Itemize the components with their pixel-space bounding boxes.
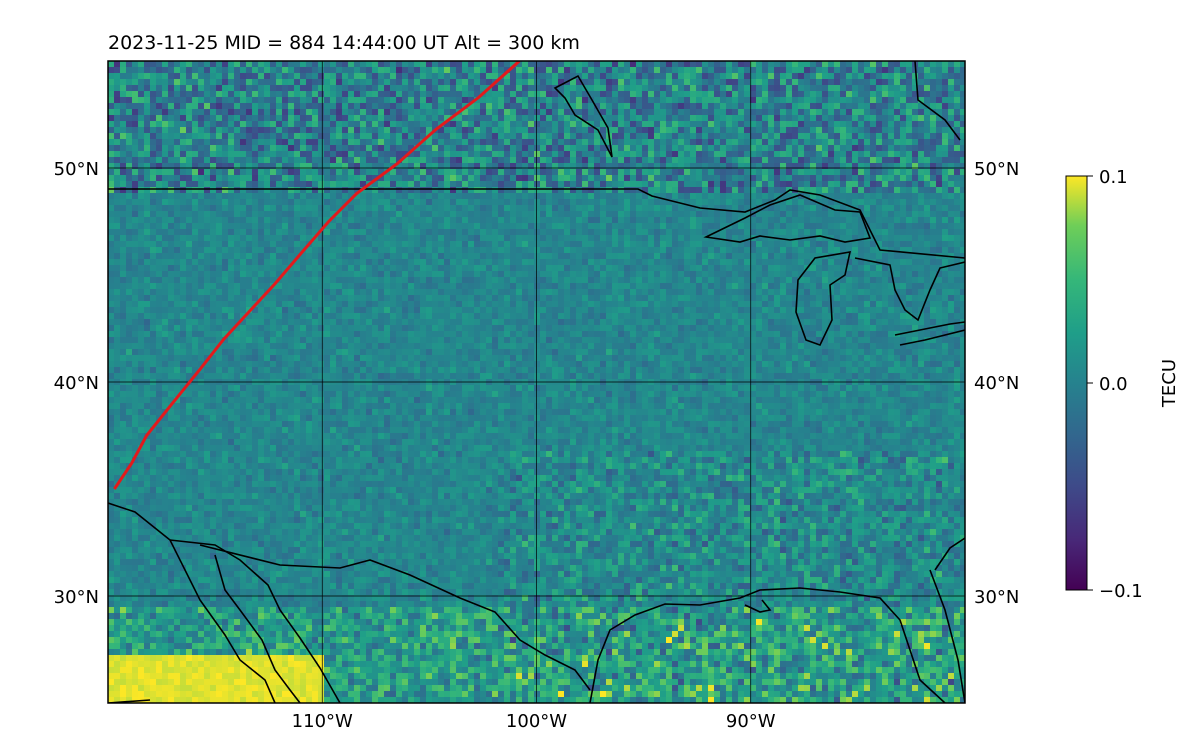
baja-peninsula [214, 554, 301, 703]
map-title: 2023-11-25 MID = 884 14:44:00 UT Alt = 3… [108, 32, 580, 54]
lake-erie [894, 321, 965, 346]
colorbar [1065, 175, 1088, 591]
lat-tick-label-left: 50°N [54, 159, 99, 180]
lon-tick-label: 110°W [292, 711, 353, 732]
latitude-labels-left: 50°N 40°N 30°N [54, 159, 99, 608]
colorbar-tick-label: 0.1 [1099, 167, 1128, 188]
lat-tick-label-left: 40°N [54, 373, 99, 394]
lake-michigan [795, 251, 852, 346]
pacific-coast [108, 502, 276, 703]
florida-coast [929, 537, 965, 703]
hudson-bay-east [914, 61, 961, 141]
mississippi-delta [744, 599, 772, 613]
gulf-coast [589, 587, 946, 703]
satellite-track [113, 61, 521, 490]
lat-tick-label-right: 40°N [974, 373, 1019, 394]
lon-tick-label: 90°W [726, 711, 776, 732]
map-frame [107, 60, 966, 704]
lon-tick-label: 100°W [506, 711, 567, 732]
hudson-bay-coast [553, 74, 613, 158]
colorbar-tick-label: 0.0 [1099, 374, 1128, 395]
colorbar-label: TECU [1159, 359, 1180, 408]
lake-superior [703, 194, 872, 243]
map-gridlines [108, 61, 965, 703]
lat-tick-label-right: 50°N [974, 159, 1019, 180]
coastlines [108, 61, 965, 703]
lake-huron [854, 257, 965, 322]
baja-gulf [169, 539, 341, 703]
colorbar-ticks: 0.1 0.0 −0.1 [1087, 167, 1143, 602]
us-canada-border [108, 188, 965, 259]
us-mexico-border [199, 544, 591, 691]
colorbar-tick-label: −0.1 [1099, 581, 1143, 602]
lat-tick-label-left: 30°N [54, 587, 99, 608]
tec-heatmap [108, 61, 965, 703]
longitude-labels: 110°W 100°W 90°W [292, 711, 776, 732]
latitude-labels-right: 50°N 40°N 30°N [974, 159, 1019, 608]
lat-tick-label-right: 30°N [974, 587, 1019, 608]
